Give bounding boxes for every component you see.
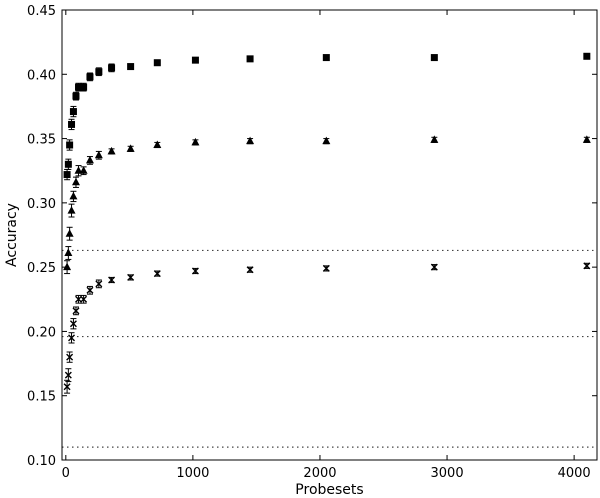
data-point — [107, 146, 116, 155]
data-point — [322, 136, 331, 145]
data-point — [246, 136, 255, 145]
data-point — [86, 73, 94, 81]
data-point — [69, 108, 77, 116]
x-tick-label: 4000 — [558, 466, 591, 481]
data-point — [86, 286, 94, 294]
data-point — [71, 177, 80, 186]
data-point — [191, 267, 199, 275]
y-tick-label: 0.30 — [27, 197, 56, 212]
data-point — [85, 155, 94, 164]
data-point — [191, 56, 199, 64]
x-axis-label: Probesets — [295, 482, 363, 498]
data-point — [430, 263, 438, 271]
data-point — [127, 273, 135, 281]
y-tick-label: 0.40 — [27, 68, 56, 83]
data-point — [69, 320, 77, 328]
data-point — [322, 264, 330, 272]
data-point — [583, 52, 591, 60]
data-point — [79, 166, 88, 174]
data-point — [63, 171, 71, 179]
data-point — [322, 54, 330, 62]
y-tick-label: 0.20 — [27, 325, 56, 340]
series-triangle — [63, 135, 591, 275]
data-point — [95, 280, 103, 288]
data-point — [72, 307, 80, 315]
data-point — [74, 166, 83, 174]
y-tick-label: 0.15 — [27, 390, 56, 405]
y-tick-label: 0.10 — [27, 454, 56, 469]
data-point — [80, 295, 88, 303]
data-point — [153, 270, 161, 278]
data-point — [127, 63, 135, 71]
data-point — [64, 160, 72, 168]
series-x — [63, 262, 591, 394]
data-point — [95, 68, 103, 76]
data-point — [69, 191, 78, 200]
series-square — [63, 52, 591, 181]
data-point — [64, 371, 72, 379]
data-point — [65, 229, 74, 237]
x-tick-label: 2000 — [303, 466, 336, 481]
data-point — [246, 55, 254, 63]
data-point — [64, 248, 73, 256]
data-point — [66, 141, 74, 149]
data-point — [63, 262, 72, 271]
y-axis-label: Accuracy — [4, 203, 20, 267]
data-point — [80, 83, 88, 91]
plot-frame — [61, 9, 598, 461]
data-point — [430, 135, 439, 143]
data-point — [153, 140, 162, 148]
data-point — [191, 137, 200, 146]
y-tick-label: 0.35 — [27, 133, 56, 148]
data-point — [430, 54, 438, 62]
data-point — [68, 120, 76, 128]
data-point — [75, 295, 83, 303]
reference-lines — [62, 249, 597, 448]
data-point — [108, 64, 116, 72]
axis-ticks: 0 1000 2000 3000 4000 0.10 0.15 0.20 0.25 0.30 0.3… — [27, 4, 597, 481]
data-point — [246, 266, 254, 274]
data-point — [153, 59, 161, 67]
data-point — [67, 206, 76, 214]
data-series — [63, 52, 591, 394]
data-point — [94, 150, 103, 159]
y-tick-label: 0.45 — [27, 4, 56, 19]
data-point — [68, 334, 76, 342]
x-tick-label: 1000 — [176, 466, 209, 481]
data-point — [582, 135, 591, 143]
data-point — [108, 276, 116, 284]
data-point — [75, 83, 83, 91]
x-tick-label: 3000 — [431, 466, 464, 481]
x-tick-label: 0 — [62, 466, 70, 481]
data-point — [583, 262, 591, 270]
y-tick-label: 0.25 — [27, 261, 56, 276]
data-point — [126, 144, 135, 152]
data-point — [66, 353, 74, 361]
data-point — [72, 92, 80, 100]
data-point — [63, 383, 71, 391]
